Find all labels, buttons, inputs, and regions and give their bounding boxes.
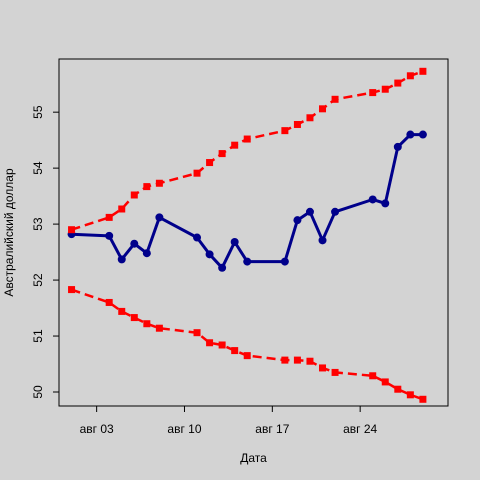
- series-line-lower: [71, 288, 424, 401]
- data-point: [142, 249, 151, 258]
- data-point: [331, 95, 339, 103]
- data-point: [105, 298, 113, 306]
- data-point: [306, 114, 314, 122]
- data-point: [231, 347, 239, 355]
- x-tick-label: авг 24: [343, 422, 377, 436]
- data-point: [231, 141, 239, 149]
- data-point: [369, 372, 377, 380]
- data-point: [243, 352, 251, 360]
- data-point: [105, 231, 114, 240]
- data-point: [68, 286, 76, 294]
- y-axis-title: Австралийский доллар: [2, 168, 16, 297]
- data-point: [118, 205, 126, 213]
- data-point: [305, 207, 314, 216]
- data-point: [393, 142, 402, 151]
- data-point: [293, 216, 302, 225]
- data-point: [419, 395, 427, 403]
- data-point: [230, 238, 239, 247]
- data-point: [68, 226, 76, 234]
- y-tick-label: 50: [31, 385, 45, 399]
- data-point: [130, 314, 138, 322]
- data-point: [319, 105, 327, 113]
- data-point: [293, 120, 301, 128]
- data-point: [143, 183, 151, 191]
- data-point: [155, 213, 164, 222]
- data-point: [155, 179, 163, 187]
- data-point: [193, 233, 202, 242]
- data-point: [218, 341, 226, 349]
- x-axis-title: Дата: [240, 451, 267, 465]
- data-point: [406, 391, 414, 399]
- data-point: [118, 307, 126, 315]
- data-point: [218, 263, 227, 272]
- data-point: [331, 368, 339, 376]
- data-point: [143, 320, 151, 328]
- series-layer: [67, 67, 427, 403]
- data-point: [406, 72, 414, 80]
- data-point: [193, 329, 201, 337]
- data-point: [319, 364, 327, 372]
- x-tick-label: авг 17: [255, 422, 289, 436]
- data-point: [206, 159, 214, 167]
- y-axis: 50 51 52 53 54 55: [31, 105, 59, 399]
- series-value: [67, 130, 427, 272]
- data-point: [218, 150, 226, 158]
- x-tick-label: авг 03: [80, 422, 114, 436]
- data-point: [243, 135, 251, 143]
- x-axis: авг 03 авг 10 авг 17 авг 24: [80, 406, 378, 436]
- data-point: [105, 213, 113, 221]
- data-point: [280, 257, 289, 266]
- data-point: [369, 89, 377, 97]
- data-point: [381, 199, 390, 208]
- data-point: [293, 356, 301, 364]
- data-point: [205, 250, 214, 259]
- data-point: [381, 85, 389, 93]
- series-lower: [68, 286, 427, 403]
- data-point: [281, 127, 289, 135]
- y-tick-label: 54: [31, 161, 45, 175]
- data-point: [368, 195, 377, 204]
- data-point: [394, 385, 402, 393]
- data-point: [130, 191, 138, 199]
- data-point: [155, 324, 163, 332]
- x-tick-label: авг 10: [167, 422, 201, 436]
- data-point: [381, 378, 389, 386]
- y-tick-label: 51: [31, 329, 45, 343]
- y-tick-label: 55: [31, 105, 45, 119]
- plot-frame: [58, 58, 449, 407]
- data-point: [394, 79, 402, 87]
- data-point: [418, 130, 427, 139]
- data-point: [318, 236, 327, 245]
- y-tick-label: 52: [31, 273, 45, 287]
- series-upper: [68, 67, 427, 234]
- y-tick-label: 53: [31, 217, 45, 231]
- data-point: [193, 169, 201, 177]
- data-point: [130, 239, 139, 248]
- data-point: [331, 207, 340, 216]
- data-point: [117, 255, 126, 264]
- data-point: [243, 257, 252, 266]
- data-point: [419, 67, 427, 75]
- data-point: [206, 339, 214, 347]
- data-point: [306, 357, 314, 365]
- data-point: [281, 356, 289, 364]
- data-point: [406, 130, 415, 139]
